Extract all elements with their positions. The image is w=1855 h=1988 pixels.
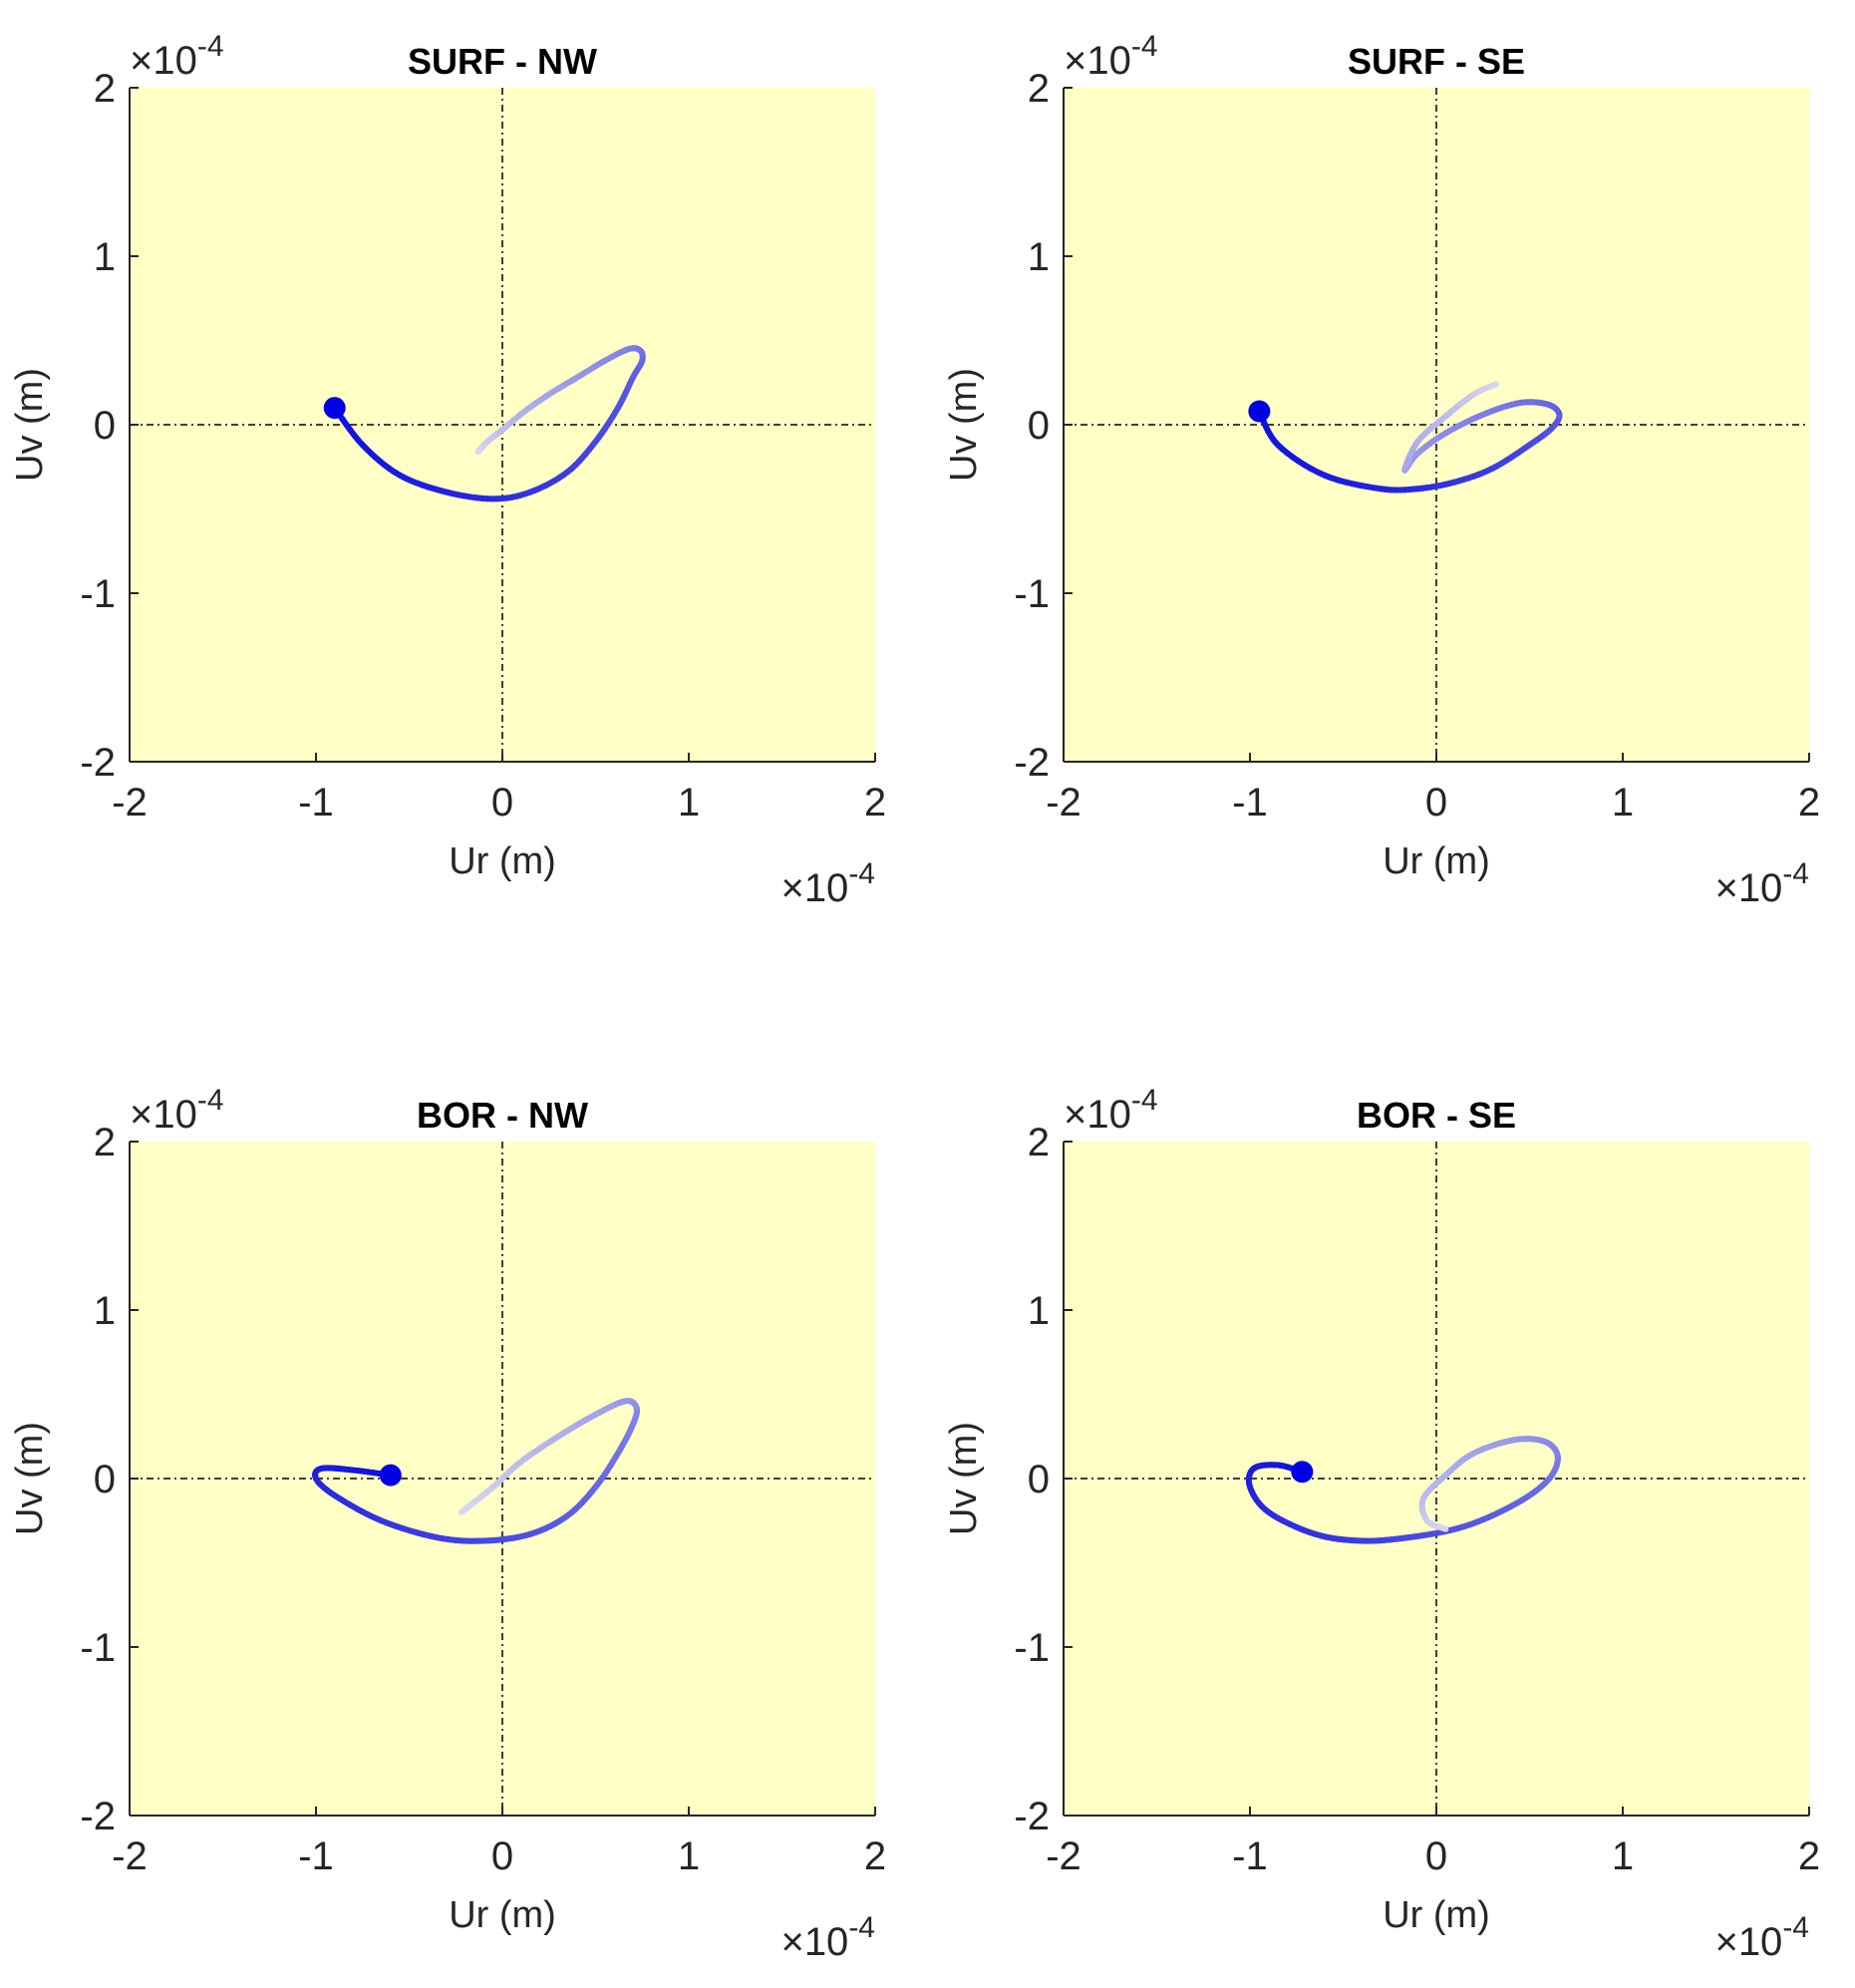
y-tick-label: 1	[94, 1289, 116, 1333]
x-exponent-label: ×10-4	[780, 1911, 875, 1964]
y-exponent-label: ×10-4	[1064, 30, 1158, 83]
y-tick-label: -1	[1014, 1626, 1050, 1670]
x-exponent-base: ×10	[1714, 866, 1782, 910]
y-tick-label: -1	[1014, 572, 1050, 616]
trajectory-segment	[458, 1506, 467, 1515]
x-tick-label: -1	[298, 781, 334, 825]
x-tick-label: 2	[864, 1834, 886, 1878]
chart-title: SURF - SE	[1348, 41, 1525, 82]
x-exponent-power: -4	[1782, 857, 1809, 890]
y-tick-label: 2	[1028, 67, 1050, 111]
y-axis-label: Uv (m)	[943, 1422, 985, 1535]
x-tick-label: -2	[112, 781, 148, 825]
x-tick-label: -2	[1046, 781, 1082, 825]
x-axis-label: Ur (m)	[449, 840, 556, 882]
trajectory-segment	[1440, 1525, 1449, 1532]
x-tick-label: 2	[864, 781, 886, 825]
y-exponent-base: ×10	[130, 39, 197, 83]
y-axis-label: Uv (m)	[943, 368, 985, 482]
trajectory-series	[1256, 381, 1563, 494]
y-tick-label: -2	[1014, 1795, 1050, 1838]
y-tick-label: 1	[1028, 1289, 1050, 1333]
y-exponent-power: -4	[197, 1084, 224, 1117]
x-exponent-base: ×10	[780, 1920, 848, 1964]
y-tick-label: 2	[1028, 1121, 1050, 1164]
x-exponent-power: -4	[848, 1911, 875, 1944]
y-tick-label: 0	[94, 404, 116, 448]
x-tick-label: -1	[298, 1834, 334, 1878]
y-tick-label: -2	[80, 741, 116, 785]
y-exponent-power: -4	[1131, 1084, 1158, 1117]
y-exponent-base: ×10	[1064, 39, 1131, 83]
y-tick-label: -2	[1014, 741, 1050, 785]
y-tick-label: 0	[1028, 404, 1050, 448]
x-exponent-label: ×10-4	[1714, 1911, 1809, 1964]
x-tick-label: -1	[1232, 781, 1268, 825]
x-axis-label: Ur (m)	[1383, 1894, 1490, 1936]
chart-title: SURF - NW	[408, 41, 597, 82]
trajectory-series	[312, 1398, 641, 1544]
trajectory-segment	[474, 448, 482, 456]
chart-title: BOR - NW	[417, 1095, 588, 1136]
y-tick-label: -1	[80, 1626, 116, 1670]
y-tick-label: -2	[80, 1795, 116, 1838]
y-exponent-base: ×10	[1064, 1093, 1131, 1137]
x-exponent-base: ×10	[780, 866, 848, 910]
x-exponent-label: ×10-4	[1714, 857, 1809, 910]
x-axis-label: Ur (m)	[449, 1894, 556, 1936]
trajectory-series	[331, 345, 646, 502]
start-point-marker	[379, 1464, 402, 1487]
y-tick-label: 1	[94, 235, 116, 279]
x-tick-label: 1	[678, 1834, 700, 1878]
x-tick-label: -1	[1232, 1834, 1268, 1878]
y-tick-label: 2	[94, 1121, 116, 1164]
x-tick-label: 1	[678, 781, 700, 825]
x-tick-label: 1	[1612, 781, 1634, 825]
y-exponent-power: -4	[1131, 30, 1158, 63]
start-point-marker	[1248, 400, 1271, 423]
y-axis-label: Uv (m)	[9, 1422, 51, 1535]
y-exponent-base: ×10	[130, 1093, 197, 1137]
trajectory-segment	[1491, 381, 1499, 389]
x-exponent-power: -4	[1782, 1911, 1809, 1944]
x-tick-label: -2	[1046, 1834, 1082, 1878]
y-tick-label: 2	[94, 67, 116, 111]
x-exponent-label: ×10-4	[780, 857, 875, 910]
x-exponent-power: -4	[848, 857, 875, 890]
x-tick-label: 0	[1425, 781, 1447, 825]
y-exponent-label: ×10-4	[130, 30, 224, 83]
chart-title: BOR - SE	[1357, 1095, 1516, 1136]
x-exponent-base: ×10	[1714, 1920, 1782, 1964]
y-axis-label: Uv (m)	[9, 368, 51, 482]
x-tick-label: 0	[491, 1834, 513, 1878]
y-tick-label: 0	[1028, 1458, 1050, 1501]
start-point-marker	[1291, 1461, 1314, 1484]
y-exponent-label: ×10-4	[1064, 1084, 1158, 1137]
x-tick-label: 2	[1798, 1834, 1820, 1878]
x-tick-label: 0	[1425, 1834, 1447, 1878]
x-tick-label: 2	[1798, 781, 1820, 825]
x-axis-label: Ur (m)	[1383, 840, 1490, 882]
y-tick-label: -1	[80, 572, 116, 616]
x-tick-label: -2	[112, 1834, 148, 1878]
y-exponent-label: ×10-4	[130, 1084, 224, 1137]
start-point-marker	[323, 397, 346, 420]
x-tick-label: 1	[1612, 1834, 1634, 1878]
x-tick-label: 0	[491, 781, 513, 825]
y-exponent-power: -4	[197, 30, 224, 63]
y-tick-label: 1	[1028, 235, 1050, 279]
y-tick-label: 0	[94, 1458, 116, 1501]
